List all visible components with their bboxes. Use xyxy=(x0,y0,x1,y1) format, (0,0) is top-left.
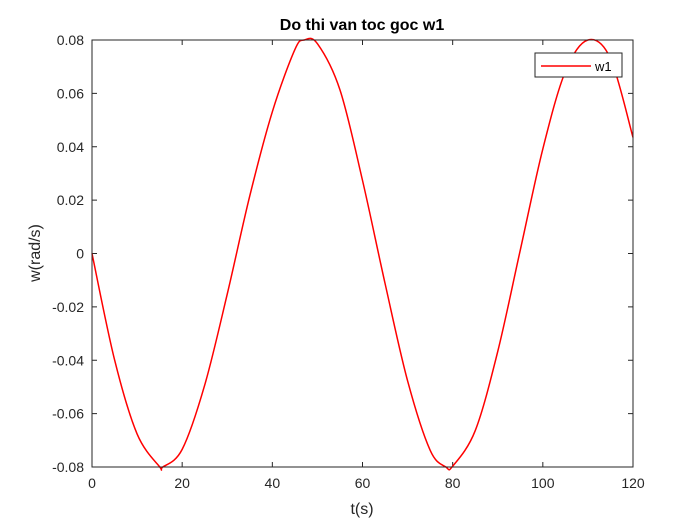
y-tick-label: 0.02 xyxy=(57,192,84,208)
x-tick-label: 120 xyxy=(621,475,645,491)
y-tick-label: 0.06 xyxy=(57,85,84,101)
axes-box xyxy=(91,39,634,468)
series-line-w1 xyxy=(91,37,634,471)
x-tick-label: 80 xyxy=(445,475,461,491)
y-tick-label: -0.08 xyxy=(52,459,84,475)
x-tick-label: 0 xyxy=(88,475,96,491)
y-tick-label: 0 xyxy=(76,246,84,262)
plot-area xyxy=(92,40,633,467)
y-ticks: -0.08 -0.06 -0.04 -0.02 0 0.02 0.04 0.06 0.08 xyxy=(52,32,633,475)
x-tick-label: 40 xyxy=(265,475,281,491)
x-tick-label: 100 xyxy=(531,475,555,491)
x-ticks: 0 20 40 60 80 100 120 xyxy=(88,40,645,491)
y-axis-label: w(rad/s) xyxy=(27,224,44,283)
y-tick-label: -0.06 xyxy=(52,406,84,422)
legend[interactable]: w1 xyxy=(534,52,623,78)
legend-label-w1: w1 xyxy=(594,59,612,74)
x-tick-label: 20 xyxy=(174,475,190,491)
chart-title: Do thi van toc goc w1 xyxy=(280,17,445,34)
y-tick-label: 0.04 xyxy=(57,139,84,155)
x-tick-label: 60 xyxy=(355,475,371,491)
legend-box xyxy=(534,52,623,78)
y-tick-label: 0.08 xyxy=(57,32,84,48)
y-tick-label: -0.02 xyxy=(52,299,84,315)
x-axis-label: t(s) xyxy=(350,501,373,518)
y-tick-label: -0.04 xyxy=(52,352,84,368)
